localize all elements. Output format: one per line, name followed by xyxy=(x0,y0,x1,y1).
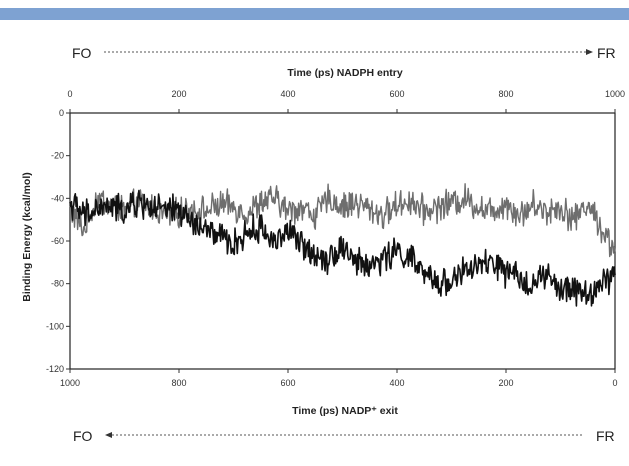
y-tick-label: -60 xyxy=(51,236,64,246)
y-tick-label: -80 xyxy=(51,279,64,289)
x-tick-label-top: 200 xyxy=(171,89,186,99)
series-line-nadph-entry xyxy=(69,183,616,258)
x-axis-title-top: Time (ps) NADPH entry xyxy=(287,67,402,79)
x-tick-label-top: 800 xyxy=(498,89,513,99)
x-axis-title-bottom: Time (ps) NADP⁺ exit xyxy=(292,405,398,417)
x-tick-label-top: 1000 xyxy=(605,89,625,99)
x-tick-label-top: 400 xyxy=(280,89,295,99)
direction-top-start-label: FO xyxy=(72,45,92,61)
y-tick-label: -100 xyxy=(46,321,64,331)
direction-bottom-arrow-head xyxy=(105,432,112,438)
series-layer xyxy=(69,183,616,307)
x-tick-label-bottom: 800 xyxy=(171,378,186,388)
direction-top-arrow-head xyxy=(586,49,593,55)
x-tick-label-top: 600 xyxy=(389,89,404,99)
x-tick-label-bottom: 400 xyxy=(389,378,404,388)
y-axis-title: Binding Energy (kcal/mol) xyxy=(21,172,33,302)
x-tick-label-bottom: 600 xyxy=(280,378,295,388)
x-tick-label-bottom: 1000 xyxy=(60,378,80,388)
x-tick-label-top: 0 xyxy=(67,89,72,99)
y-tick-label: -40 xyxy=(51,193,64,203)
series-line-nadp-exit xyxy=(69,189,616,307)
y-tick-label: -20 xyxy=(51,151,64,161)
y-tick-label: -120 xyxy=(46,364,64,374)
header-bar xyxy=(0,8,629,20)
x-tick-label-bottom: 0 xyxy=(612,378,617,388)
direction-bottom-end-label: FR xyxy=(596,428,615,444)
y-tick-label: 0 xyxy=(59,108,64,118)
direction-top-end-label: FR xyxy=(597,45,616,61)
direction-bottom-start-label: FO xyxy=(73,428,93,444)
x-tick-label-bottom: 200 xyxy=(498,378,513,388)
